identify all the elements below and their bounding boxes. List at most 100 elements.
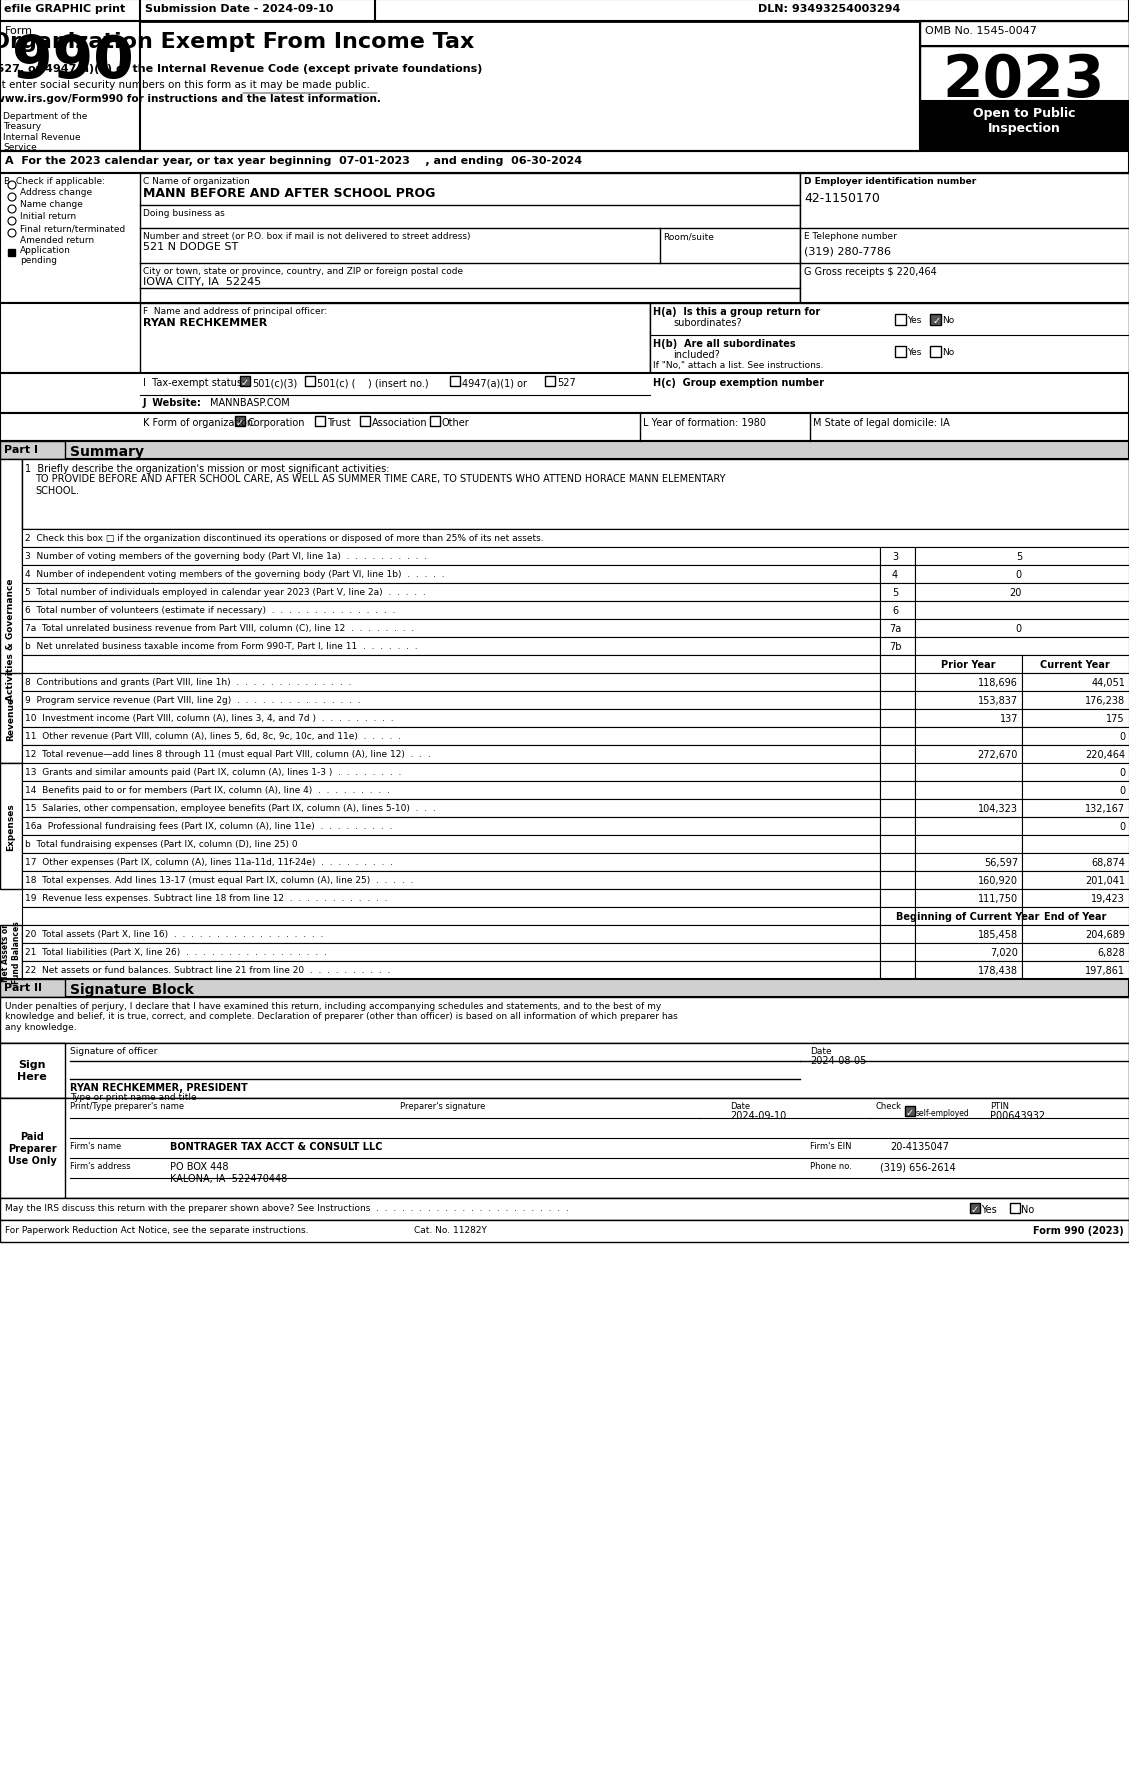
Bar [0, 374, 1129, 413]
Text: 527: 527 [557, 378, 576, 388]
Bar [1022, 925, 1129, 943]
Text: 3: 3 [892, 552, 898, 561]
Text: No: No [1021, 1205, 1034, 1214]
Bar [21, 460, 1129, 529]
Text: M State of legal domicile: IA: M State of legal domicile: IA [813, 417, 949, 428]
Bar [1022, 907, 1129, 925]
Text: 15  Salaries, other compensation, employee benefits (Part IX, column (A), lines : 15 Salaries, other compensation, employe… [25, 804, 436, 813]
Text: Sign
Here: Sign Here [17, 1060, 47, 1082]
Text: Date: Date [730, 1101, 750, 1110]
Bar [21, 889, 879, 907]
Bar [879, 943, 914, 962]
Text: 2023: 2023 [943, 52, 1105, 109]
Text: 153,837: 153,837 [978, 695, 1018, 706]
Text: 272,670: 272,670 [978, 750, 1018, 759]
Text: b  Net unrelated business taxable income from Form 990-T, Part I, line 11  .  . : b Net unrelated business taxable income … [25, 642, 418, 650]
Text: F  Name and address of principal officer:: F Name and address of principal officer: [143, 307, 327, 315]
Bar [21, 763, 879, 782]
Text: H(a)  Is this a group return for: H(a) Is this a group return for [653, 307, 821, 317]
Text: 14  Benefits paid to or for members (Part IX, column (A), line 4)  .  .  .  .  .: 14 Benefits paid to or for members (Part… [25, 786, 390, 795]
Text: Trust: Trust [327, 417, 351, 428]
Text: D Employer identification number: D Employer identification number [804, 176, 977, 185]
Bar [1022, 763, 1129, 782]
Text: B  Check if applicable:: B Check if applicable: [5, 176, 105, 185]
Bar [21, 709, 879, 727]
Text: PO BOX 448: PO BOX 448 [170, 1162, 228, 1171]
Text: Check: Check [875, 1101, 901, 1110]
Bar [879, 962, 914, 980]
Text: Form 990 (2023): Form 990 (2023) [1033, 1226, 1124, 1235]
Text: Other: Other [441, 417, 470, 428]
Text: Initial return: Initial return [20, 212, 76, 221]
Text: 18  Total expenses. Add lines 13-17 (must equal Part IX, column (A), line 25)  .: 18 Total expenses. Add lines 13-17 (must… [25, 875, 413, 884]
Bar [879, 602, 914, 620]
Text: If "No," attach a list. See instructions.: If "No," attach a list. See instructions… [653, 360, 823, 371]
Text: 178,438: 178,438 [978, 966, 1018, 975]
Text: 44,051: 44,051 [1091, 677, 1124, 688]
Bar [0, 674, 21, 763]
Bar [0, 460, 21, 820]
Bar [0, 21, 140, 151]
Text: Under penalties of perjury, I declare that I have examined this return, includin: Under penalties of perjury, I declare th… [5, 1001, 677, 1032]
Text: No: No [942, 347, 954, 356]
Text: 990: 990 [12, 34, 133, 89]
Bar [650, 303, 1129, 374]
Text: MANNBASP.COM: MANNBASP.COM [210, 397, 290, 408]
Bar [0, 442, 1129, 460]
Text: Print/Type preparer's name: Print/Type preparer's name [70, 1101, 184, 1110]
Bar [140, 303, 650, 374]
Bar [1022, 889, 1129, 907]
Text: Current Year: Current Year [1040, 659, 1110, 670]
Bar [0, 1198, 1129, 1221]
Bar [545, 376, 555, 387]
Text: Beginning of Current Year: Beginning of Current Year [896, 911, 1040, 921]
Text: 5  Total number of individuals employed in calendar year 2023 (Part V, line 2a) : 5 Total number of individuals employed i… [25, 588, 426, 597]
Text: Amended return: Amended return [20, 235, 94, 244]
Bar [240, 376, 250, 387]
Text: pending: pending [20, 257, 56, 266]
Bar [21, 674, 879, 691]
Bar [914, 871, 1022, 889]
Bar [914, 709, 1022, 727]
Bar [1022, 782, 1129, 800]
Bar [430, 417, 440, 426]
Bar [914, 547, 1129, 565]
Bar [1022, 656, 1129, 674]
Bar [450, 376, 460, 387]
Text: 20-4135047: 20-4135047 [890, 1140, 949, 1151]
Bar [0, 0, 1129, 21]
Bar [21, 962, 879, 980]
Text: 0: 0 [1016, 570, 1022, 579]
Bar [0, 980, 65, 998]
Bar [970, 1203, 980, 1214]
Text: L Year of formation: 1980: L Year of formation: 1980 [644, 417, 765, 428]
Text: 521 N DODGE ST: 521 N DODGE ST [143, 242, 238, 251]
Bar [1022, 818, 1129, 836]
Text: Cat. No. 11282Y: Cat. No. 11282Y [413, 1226, 487, 1235]
Text: Type or print name and title: Type or print name and title [70, 1092, 196, 1101]
Bar [21, 818, 879, 836]
Bar [879, 871, 914, 889]
Text: 7a: 7a [889, 624, 901, 634]
Text: TO PROVIDE BEFORE AND AFTER SCHOOL CARE, AS WELL AS SUMMER TIME CARE, TO STUDENT: TO PROVIDE BEFORE AND AFTER SCHOOL CARE,… [35, 474, 726, 495]
Text: Paid
Preparer
Use Only: Paid Preparer Use Only [8, 1132, 56, 1165]
Bar [930, 347, 940, 358]
Bar [914, 854, 1022, 871]
Text: May the IRS discuss this return with the preparer shown above? See Instructions : May the IRS discuss this return with the… [5, 1203, 569, 1212]
Text: 20  Total assets (Part X, line 16)  .  .  .  .  .  .  .  .  .  .  .  .  .  .  . : 20 Total assets (Part X, line 16) . . . … [25, 930, 323, 939]
Text: 9  Program service revenue (Part VIII, line 2g)  .  .  .  .  .  .  .  .  .  .  .: 9 Program service revenue (Part VIII, li… [25, 695, 360, 704]
Bar [914, 836, 1022, 854]
Bar [920, 102, 1129, 151]
Text: 8  Contributions and grants (Part VIII, line 1h)  .  .  .  .  .  .  .  .  .  .  : 8 Contributions and grants (Part VIII, l… [25, 677, 351, 686]
Text: 13  Grants and similar amounts paid (Part IX, column (A), lines 1-3 )  .  .  .  : 13 Grants and similar amounts paid (Part… [25, 768, 402, 777]
Text: 7a  Total unrelated business revenue from Part VIII, column (C), line 12  .  .  : 7a Total unrelated business revenue from… [25, 624, 414, 633]
Bar [21, 800, 879, 818]
Text: Part II: Part II [5, 982, 42, 993]
Text: 19,423: 19,423 [1091, 893, 1124, 903]
Bar [0, 175, 1129, 303]
Text: Yes: Yes [907, 347, 921, 356]
Text: 7b: 7b [889, 642, 901, 652]
Bar [914, 943, 1022, 962]
Text: 0: 0 [1119, 732, 1124, 741]
Text: No: No [942, 315, 954, 324]
